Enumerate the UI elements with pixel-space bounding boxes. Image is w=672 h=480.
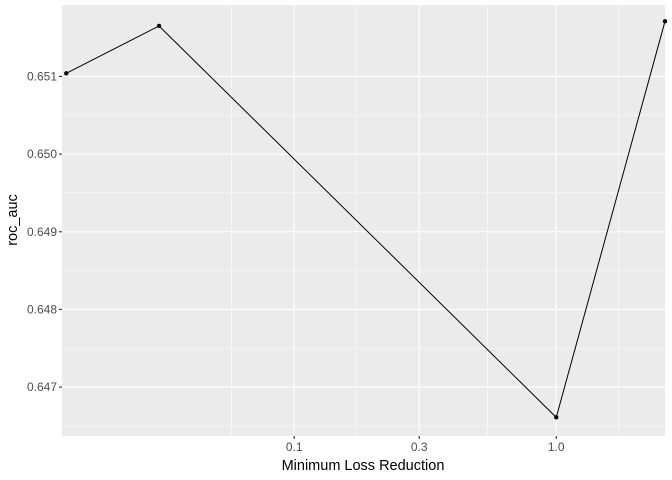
plot-panel — [62, 5, 665, 436]
y-tick-label: 0.649 — [27, 225, 57, 239]
data-point — [554, 415, 559, 420]
y-axis-title: roc_auc — [5, 194, 21, 246]
data-point — [662, 19, 668, 24]
series-line — [66, 21, 666, 419]
axes: 0.647 0.648 0.649 0.650 0.651 0.1 0.3 1.0 — [27, 69, 565, 454]
y-tick-label: 0.647 — [27, 380, 57, 394]
data-point — [156, 23, 162, 29]
x-axis-title: Minimum Loss Reduction — [282, 458, 445, 474]
x-tick-label: 0.1 — [286, 440, 303, 454]
series-layer — [64, 19, 668, 420]
y-tick-label: 0.648 — [27, 302, 57, 316]
y-tick-label: 0.651 — [27, 69, 57, 83]
y-tick-label: 0.650 — [27, 147, 57, 161]
x-tick-label: 0.3 — [411, 440, 428, 454]
data-point — [64, 71, 69, 76]
x-tick-label: 1.0 — [548, 440, 565, 454]
